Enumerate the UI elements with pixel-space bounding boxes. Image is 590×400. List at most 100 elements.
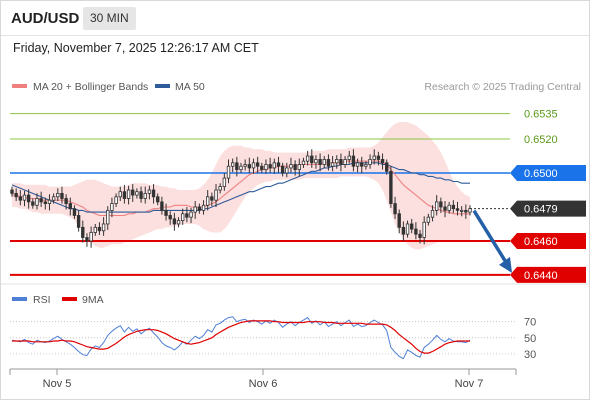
- candle: [372, 149, 376, 165]
- candle-body-down: [122, 191, 127, 199]
- candle-body-down: [43, 201, 47, 204]
- candle: [64, 194, 68, 210]
- candle-body-down: [197, 206, 202, 211]
- candle: [276, 156, 281, 174]
- candle: [18, 190, 23, 206]
- time-tick-label: Nov 5: [43, 378, 72, 390]
- candle: [385, 159, 389, 175]
- level-tag-0.6479: 0.6479: [510, 200, 586, 217]
- candle-body-down: [339, 159, 343, 165]
- candle: [393, 196, 397, 219]
- candle-body-up: [243, 164, 247, 167]
- candle: [26, 189, 31, 209]
- candle: [89, 226, 93, 248]
- candle: [435, 195, 439, 216]
- candle: [451, 200, 456, 213]
- datetime-label: Friday, November 7, 2025 12:26:17 AM CET: [13, 41, 259, 55]
- candle: [35, 193, 39, 210]
- level-tag-bg: [510, 165, 586, 182]
- candle-body-up: [239, 165, 243, 171]
- symbol-title: AUD/USD: [11, 10, 80, 27]
- candle-body-up: [251, 162, 256, 169]
- candle: [176, 217, 181, 228]
- candle: [247, 157, 252, 174]
- candle: [368, 154, 372, 169]
- candle: [51, 193, 56, 204]
- candle-body-down: [255, 162, 260, 167]
- candle: [305, 150, 310, 166]
- candle-body-up: [214, 189, 218, 201]
- ma50-legend-label: MA 50: [175, 81, 205, 93]
- rsi-tick-70: 70: [524, 317, 536, 329]
- candle: [156, 193, 160, 206]
- candle: [322, 156, 326, 168]
- candle: [56, 188, 60, 202]
- candle-body-down: [310, 155, 314, 164]
- candle-body-up: [364, 164, 368, 167]
- candle: [218, 183, 222, 194]
- level-label-0.6500: 0.6500: [524, 168, 558, 180]
- candle-body-down: [151, 189, 156, 198]
- candle-body-down: [164, 209, 168, 216]
- timeframe-badge[interactable]: 30 MIN: [83, 7, 136, 30]
- candle-body-up: [101, 223, 106, 232]
- candle-body-down: [268, 164, 272, 169]
- candle-body-down: [280, 165, 285, 174]
- forecast-arrow-shaft: [472, 209, 509, 265]
- candle: [214, 184, 218, 207]
- candle: [47, 194, 52, 211]
- candle-body-up: [118, 191, 122, 198]
- candle: [251, 158, 256, 174]
- candle: [85, 233, 89, 247]
- candle: [43, 197, 47, 210]
- candle-body-down: [172, 218, 177, 225]
- candle-body-up: [51, 196, 56, 201]
- ma50-line: [11, 162, 470, 213]
- candle-body-down: [64, 198, 68, 204]
- candle: [110, 197, 114, 218]
- candle-body-up: [106, 209, 110, 225]
- candle-body-up: [343, 159, 347, 165]
- candle-body-up: [301, 160, 306, 165]
- level-tag-bg: [510, 232, 586, 249]
- candle: [72, 205, 77, 219]
- candle: [380, 153, 385, 170]
- candle: [459, 206, 464, 217]
- candle-body-down: [85, 237, 89, 242]
- candle: [326, 154, 331, 171]
- candle: [426, 213, 431, 226]
- candle-body-down: [397, 213, 401, 228]
- candle: [76, 210, 81, 232]
- candle-body-down: [380, 159, 385, 164]
- candle: [151, 184, 156, 204]
- candle: [81, 220, 85, 243]
- candle-body-down: [414, 228, 418, 235]
- candle-body-up: [110, 203, 114, 211]
- candle-body-up: [206, 196, 210, 206]
- candle: [405, 220, 410, 238]
- candle-body-down: [393, 203, 397, 215]
- candle-body-down: [351, 155, 356, 167]
- candle: [147, 185, 152, 200]
- candle: [201, 200, 206, 215]
- candle: [401, 221, 406, 241]
- candle-body-down: [410, 223, 414, 230]
- candle: [347, 150, 351, 164]
- candle-body-up: [56, 192, 60, 198]
- candle-body-down: [72, 208, 77, 216]
- candle-body-up: [47, 199, 52, 204]
- candle-body-down: [26, 194, 31, 203]
- candle-body-up: [22, 194, 27, 201]
- candle: [280, 162, 285, 177]
- candle-body-up: [135, 191, 139, 196]
- candle: [60, 186, 64, 204]
- candle: [114, 193, 118, 207]
- candle-body-down: [168, 215, 172, 220]
- rsi-legend-label: RSI: [33, 294, 51, 306]
- candle-body-down: [60, 192, 64, 199]
- candle: [343, 156, 347, 168]
- candle: [189, 207, 193, 224]
- candle: [10, 186, 14, 197]
- ma20-line: [12, 160, 470, 217]
